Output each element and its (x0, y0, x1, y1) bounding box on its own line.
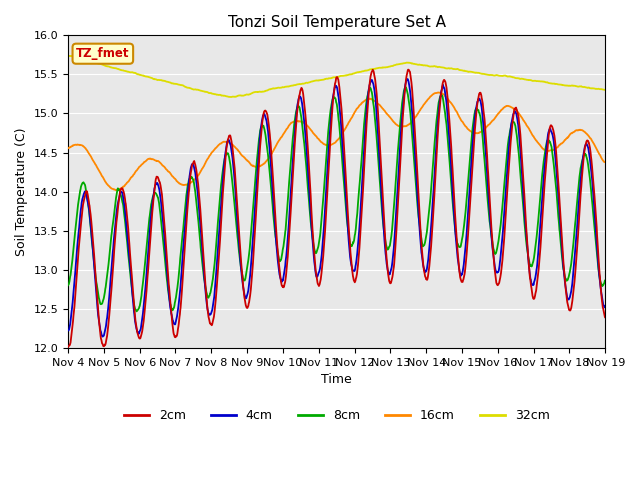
Line: 16cm: 16cm (68, 93, 605, 191)
Line: 8cm: 8cm (68, 87, 605, 312)
4cm (602, 303, 609, 309)
2cm (303, 134, 311, 140)
16cm (292, 118, 300, 124)
2cm (313, 275, 321, 281)
Line: 4cm: 4cm (68, 79, 605, 336)
2cm (404, 67, 412, 72)
2cm (370, 69, 378, 75)
8cm (127, 282, 135, 288)
Legend: 2cm, 4cm, 8cm, 16cm, 32cm: 2cm, 4cm, 8cm, 16cm, 32cm (119, 404, 555, 427)
8cm (64, 282, 72, 288)
2cm (292, 124, 300, 130)
4cm (64, 327, 72, 333)
16cm (64, 145, 72, 151)
8cm (132, 309, 140, 314)
4cm (303, 159, 311, 165)
Line: 32cm: 32cm (68, 56, 605, 97)
4cm (371, 85, 378, 91)
16cm (112, 188, 120, 193)
X-axis label: Time: Time (321, 373, 352, 386)
8cm (292, 108, 300, 113)
2cm (64, 344, 72, 350)
32cm (371, 66, 378, 72)
16cm (602, 159, 609, 165)
16cm (434, 90, 442, 96)
8cm (602, 277, 609, 283)
4cm (106, 285, 114, 291)
4cm (99, 334, 107, 339)
4cm (128, 284, 136, 290)
32cm (106, 64, 113, 70)
8cm (314, 247, 321, 253)
16cm (314, 135, 321, 141)
32cm (303, 80, 311, 86)
Line: 2cm: 2cm (68, 70, 605, 347)
16cm (128, 174, 136, 180)
16cm (371, 98, 378, 104)
Text: TZ_fmet: TZ_fmet (76, 47, 129, 60)
2cm (602, 315, 609, 321)
8cm (106, 251, 113, 256)
32cm (602, 87, 609, 93)
16cm (303, 123, 311, 129)
32cm (314, 78, 321, 84)
4cm (314, 273, 321, 279)
2cm (127, 269, 135, 275)
Title: Tonzi Soil Temperature Set A: Tonzi Soil Temperature Set A (228, 15, 445, 30)
16cm (106, 184, 113, 190)
32cm (292, 82, 300, 87)
32cm (227, 94, 235, 100)
32cm (64, 53, 72, 59)
2cm (106, 308, 113, 314)
4cm (403, 76, 411, 82)
32cm (127, 70, 135, 75)
8cm (371, 107, 378, 112)
Y-axis label: Soil Temperature (C): Soil Temperature (C) (15, 127, 28, 256)
4cm (292, 112, 300, 118)
8cm (402, 84, 410, 90)
8cm (303, 180, 311, 185)
